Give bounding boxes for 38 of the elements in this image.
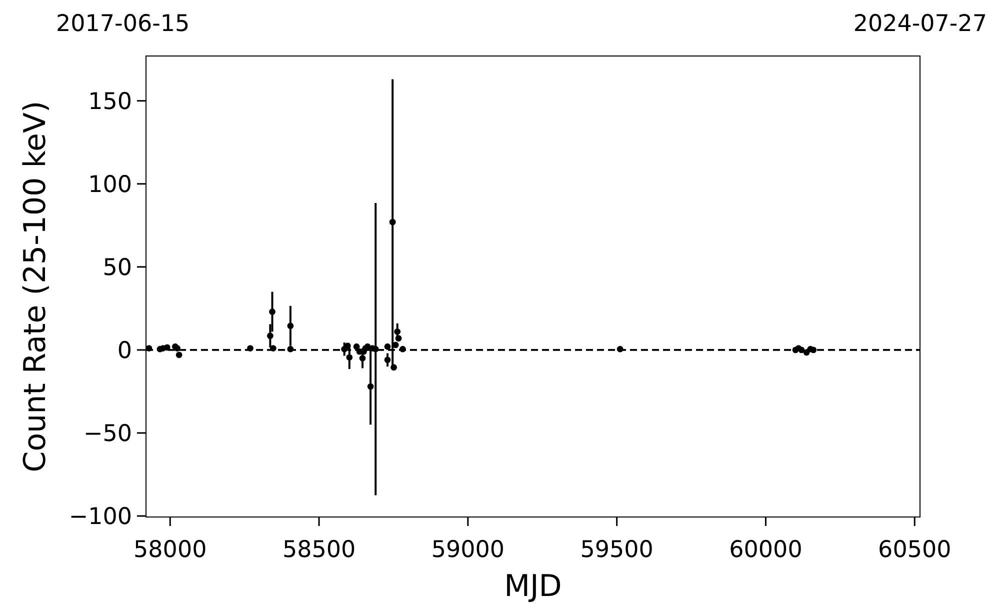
point bbox=[164, 344, 170, 351]
y-tick-label: 150 bbox=[88, 88, 132, 115]
y-tick-label: 50 bbox=[102, 254, 132, 281]
point bbox=[176, 352, 182, 358]
x-tick-label: 60500 bbox=[878, 537, 952, 563]
text: 2017-06-15 bbox=[56, 11, 190, 37]
x-tick-label: 58500 bbox=[282, 537, 356, 563]
point bbox=[389, 218, 396, 226]
text: 2024-07-27 bbox=[853, 11, 987, 37]
x-tick-label: 60000 bbox=[729, 537, 802, 563]
point bbox=[287, 346, 294, 352]
point bbox=[395, 335, 402, 342]
point bbox=[616, 346, 624, 352]
point bbox=[346, 354, 353, 361]
point bbox=[353, 343, 360, 350]
point bbox=[146, 345, 152, 352]
point bbox=[266, 332, 274, 340]
point bbox=[287, 322, 294, 330]
y-tick-label: 100 bbox=[88, 172, 132, 198]
x-tick-label: 59500 bbox=[580, 537, 654, 563]
y-axis-title: Count Rate (25-100 keV) bbox=[18, 100, 53, 472]
point bbox=[367, 383, 374, 390]
x-tick-label: 58000 bbox=[134, 537, 207, 563]
point bbox=[384, 356, 391, 364]
point bbox=[344, 342, 351, 349]
point bbox=[810, 346, 817, 354]
point bbox=[269, 308, 276, 315]
y-tick-label: −100 bbox=[68, 504, 132, 530]
point bbox=[798, 346, 805, 354]
x-axis-title: MJD bbox=[504, 569, 562, 604]
point bbox=[394, 328, 401, 335]
point bbox=[359, 355, 366, 362]
y-tick-label: 0 bbox=[117, 338, 132, 364]
y-tick-label: −50 bbox=[83, 421, 132, 448]
x-tick-label: 59000 bbox=[431, 537, 505, 563]
point bbox=[372, 346, 379, 352]
point bbox=[270, 345, 276, 352]
point bbox=[384, 343, 391, 350]
